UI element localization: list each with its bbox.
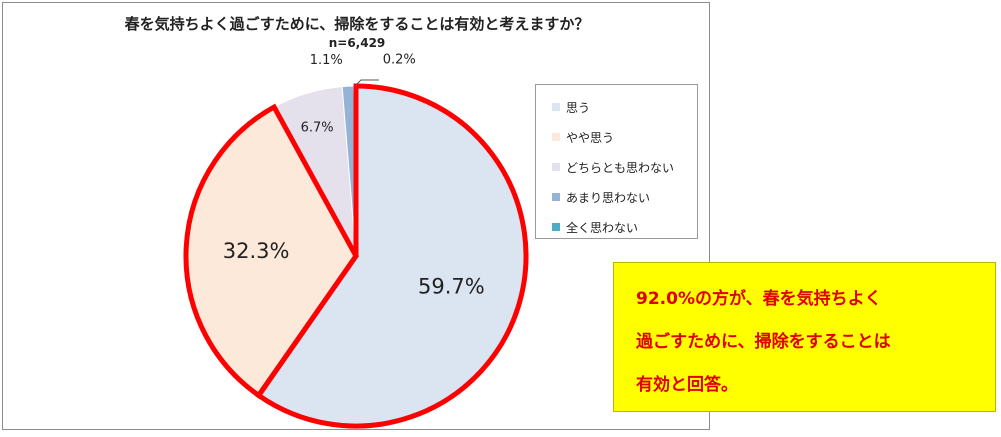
data-label-3: 6.7% bbox=[301, 120, 334, 135]
chart-area: 春を気持ちよく過ごすために、掃除をすることは有効と考えますか？ n=6,429 … bbox=[2, 2, 710, 430]
data-label-2: 32.3% bbox=[223, 239, 290, 263]
legend-swatch bbox=[552, 193, 560, 201]
legend-label: あまり思わない bbox=[566, 190, 651, 205]
pie-chart: 59.7% 32.3% 6.7% 1.1% 0.2% bbox=[183, 53, 529, 429]
callout-line-2: 過ごすために、掃除をすることは bbox=[636, 332, 891, 352]
data-label-5: 0.2% bbox=[383, 53, 416, 68]
legend-item-5: 全く思わない bbox=[536, 212, 697, 242]
data-label-4: 1.1% bbox=[310, 53, 343, 68]
leader-line bbox=[354, 79, 379, 87]
summary-callout: 92.0%の方が、春を気持ちよく 過ごすために、掃除をすることは 有効と回答。 bbox=[613, 262, 996, 412]
legend-label: 全く思わない bbox=[566, 220, 639, 235]
legend-swatch bbox=[552, 163, 560, 171]
highlight-outline-1 bbox=[255, 83, 529, 429]
legend-label: どちらとも思わない bbox=[566, 160, 675, 175]
legend-item-4: あまり思わない bbox=[536, 182, 697, 212]
chart-title: 春を気持ちよく過ごすために、掃除をすることは有効と考えますか？ bbox=[124, 15, 590, 33]
legend-item-1: 思う bbox=[536, 92, 697, 122]
legend-swatch bbox=[552, 133, 560, 141]
callout-line-3: 有効と回答。 bbox=[636, 375, 738, 395]
data-label-1: 59.7% bbox=[418, 274, 485, 298]
highlight-outline-2 bbox=[183, 103, 359, 399]
legend-label: 思う bbox=[566, 100, 591, 115]
legend-label: やや思う bbox=[566, 130, 615, 145]
chart-legend: 思うやや思うどちらとも思わない あまり思わない 全く思わない bbox=[535, 84, 698, 239]
legend-swatch bbox=[552, 223, 560, 231]
chart-subtitle: n=6,429 bbox=[328, 36, 386, 50]
legend-item-3: どちらとも思わない bbox=[536, 152, 697, 182]
legend-swatch bbox=[552, 103, 560, 111]
legend-item-2: やや思う bbox=[536, 122, 697, 152]
callout-line-1: 92.0%の方が、春を気持ちよく bbox=[636, 289, 882, 309]
